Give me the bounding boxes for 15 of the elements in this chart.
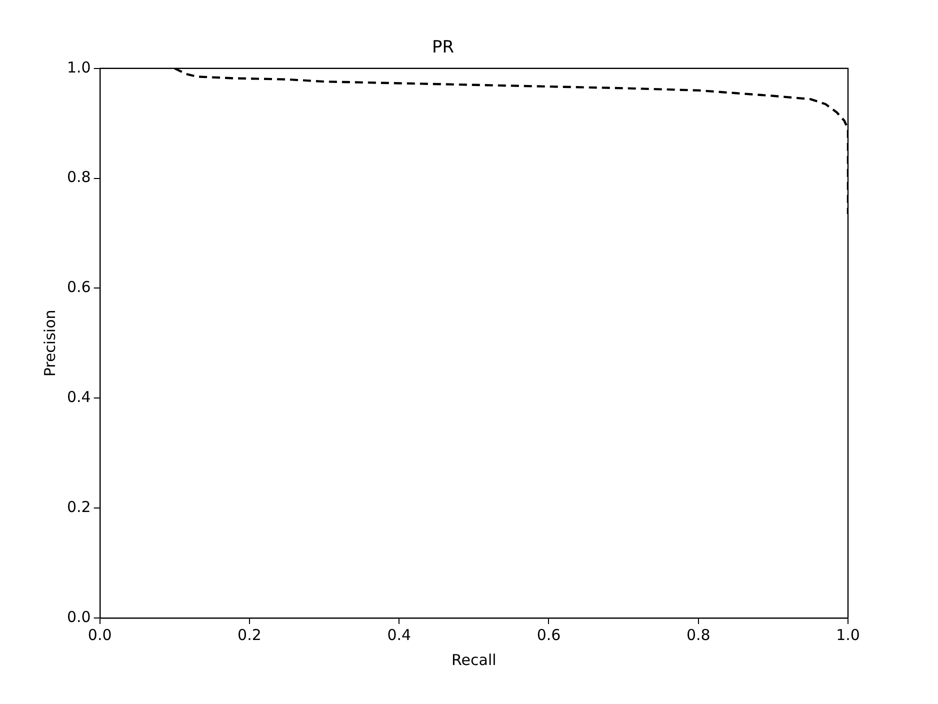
y-tick-label: 1.0 [66, 58, 91, 76]
y-tick-label: 0.6 [66, 278, 91, 296]
y-tick-label: 0.4 [66, 388, 91, 406]
x-axis-title: Recall [452, 650, 496, 669]
x-tick-label: 0.4 [387, 626, 412, 644]
x-tick-label: 0.8 [686, 626, 710, 644]
y-tick-label: 0.0 [66, 608, 91, 626]
y-tick-label: 0.8 [66, 168, 91, 186]
x-tick-label: 0.6 [536, 626, 561, 644]
chart-title: PR [432, 38, 454, 58]
y-tick-label: 0.2 [66, 498, 91, 516]
x-tick-label: 0.2 [238, 626, 262, 644]
x-tick-label: 0.0 [88, 626, 112, 644]
y-axis-title: Precision [40, 310, 59, 377]
x-tick-label: 1.0 [836, 626, 860, 644]
